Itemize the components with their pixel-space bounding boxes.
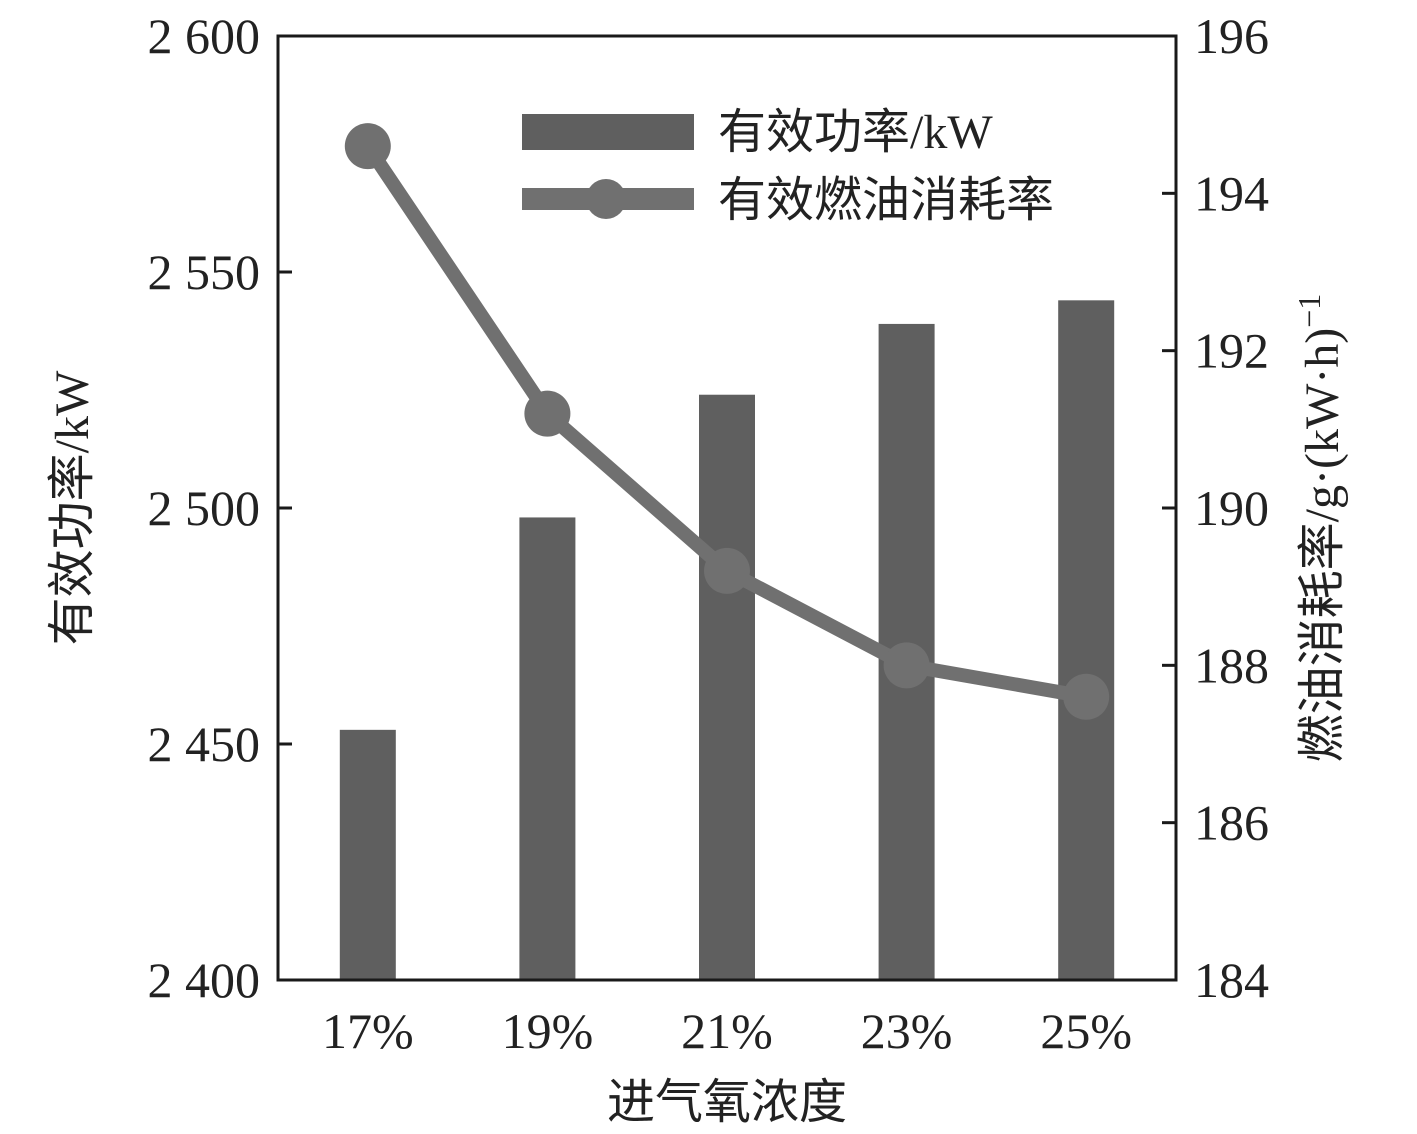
left-tick-label-3: 2 550: [148, 244, 261, 300]
right-axis-title-main: 燃油消耗率/g·(kW·h): [1296, 328, 1349, 763]
x-tick-label-4: 25%: [1040, 1003, 1132, 1059]
x-tick-label-1: 19%: [502, 1003, 594, 1059]
bar-4: [1058, 300, 1115, 980]
right-axis-title-superscript: −1: [1291, 294, 1327, 328]
legend-line-label: 有效燃油消耗率: [718, 174, 1054, 227]
line-layer: [344, 123, 1110, 720]
bar-2: [699, 394, 755, 981]
x-tick-label-3: 23%: [861, 1003, 953, 1059]
left-axis: 2 400 2 450 2 500 2 550 2 600: [148, 8, 292, 1008]
line-point-3: [883, 642, 930, 689]
right-tick-label-1: 186: [1194, 795, 1269, 851]
bar-0: [339, 729, 396, 980]
left-axis-title: 有效功率/kW: [46, 370, 99, 645]
x-tick-label-0: 17%: [322, 1003, 414, 1059]
left-tick-label-4: 2 600: [148, 8, 261, 64]
right-tick-label-6: 196: [1194, 8, 1269, 64]
right-tick-label-3: 190: [1194, 480, 1269, 536]
left-tick-label-1: 2 450: [148, 716, 261, 772]
x-axis-title: 进气氧浓度: [607, 1076, 847, 1129]
line-point-0: [344, 123, 391, 170]
legend: 有效功率/kW 有效燃油消耗率: [522, 106, 1054, 227]
line-point-2: [704, 547, 750, 594]
right-tick-label-0: 184: [1194, 952, 1269, 1008]
right-tick-label-2: 188: [1194, 637, 1269, 693]
right-axis: 184 186 188 190 192 194 196: [1162, 8, 1269, 1008]
left-tick-label-2: 2 500: [148, 480, 261, 536]
right-tick-label-5: 194: [1194, 165, 1269, 221]
bars-layer: [339, 300, 1115, 981]
legend-line-marker: [586, 179, 626, 219]
bar-1: [519, 517, 576, 980]
legend-bar-swatch: [522, 114, 694, 150]
line-point-1: [524, 390, 571, 437]
line-point-4: [1063, 673, 1110, 720]
right-tick-label-4: 192: [1194, 323, 1269, 379]
left-tick-label-0: 2 400: [148, 952, 261, 1008]
legend-bar-label: 有效功率/kW: [718, 106, 993, 159]
right-axis-title: 燃油消耗率/g·(kW·h)−1: [1291, 294, 1349, 763]
x-axis: 17% 19% 21% 23% 25%: [322, 1003, 1132, 1059]
x-tick-label-2: 21%: [681, 1003, 773, 1059]
